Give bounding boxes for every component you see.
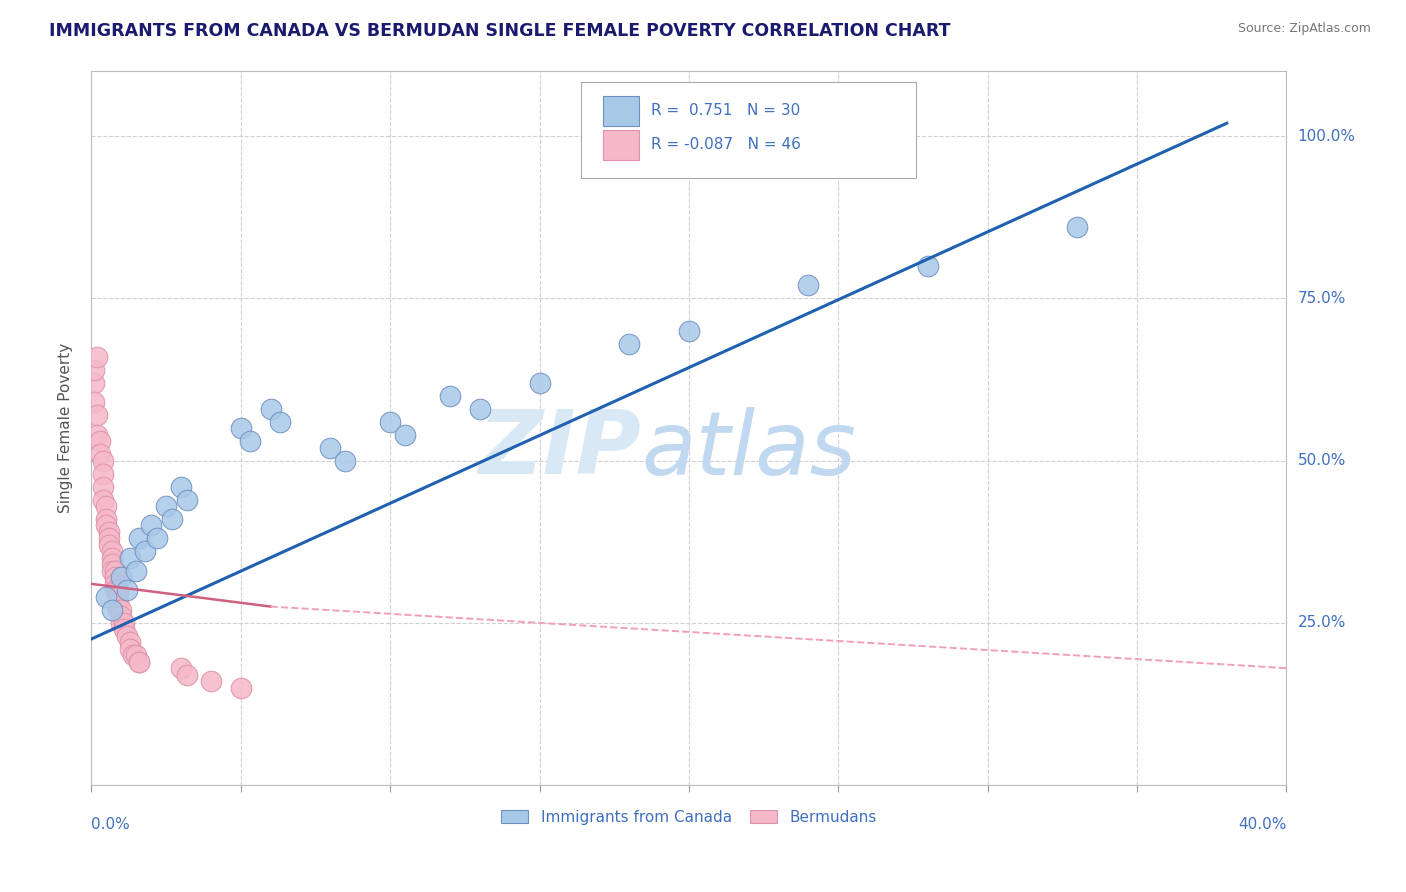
Point [120, 635, 142, 649]
Point [98, 538, 121, 552]
Point [155, 499, 177, 513]
Point [93, 492, 115, 507]
Text: IMMIGRANTS FROM CANADA VS BERMUDAN SINGLE FEMALE POVERTY CORRELATION CHART: IMMIGRANTS FROM CANADA VS BERMUDAN SINGL… [49, 22, 950, 40]
Point [259, 401, 281, 416]
Point [89, 434, 111, 449]
Point [229, 681, 252, 695]
Point [86, 350, 108, 364]
Point [104, 564, 127, 578]
Point [678, 324, 700, 338]
Point [101, 544, 124, 558]
Text: 100.0%: 100.0% [1298, 128, 1355, 144]
Point [1066, 220, 1088, 235]
Point [319, 441, 342, 455]
FancyBboxPatch shape [582, 82, 917, 178]
Point [83, 376, 105, 390]
Point [229, 421, 252, 435]
Point [104, 570, 127, 584]
Point [93, 479, 115, 493]
Point [115, 629, 138, 643]
Point [141, 518, 163, 533]
Point [112, 615, 135, 630]
Point [239, 434, 262, 449]
Point [93, 453, 115, 467]
Point [122, 648, 145, 663]
Text: 50.0%: 50.0% [1298, 453, 1346, 468]
Point [96, 512, 118, 526]
Point [101, 558, 124, 572]
Text: 75.0%: 75.0% [1298, 291, 1346, 306]
Point [96, 590, 118, 604]
Point [917, 259, 939, 273]
Point [110, 615, 132, 630]
Point [110, 603, 132, 617]
Legend: Immigrants from Canada, Bermudans: Immigrants from Canada, Bermudans [495, 804, 883, 830]
Point [619, 336, 641, 351]
Point [170, 661, 193, 675]
Point [86, 408, 108, 422]
Point [128, 532, 150, 546]
Point [128, 655, 150, 669]
Text: Source: ZipAtlas.com: Source: ZipAtlas.com [1237, 22, 1371, 36]
Point [128, 655, 150, 669]
Point [98, 532, 121, 546]
Point [439, 389, 461, 403]
FancyBboxPatch shape [603, 95, 638, 126]
Point [125, 648, 148, 663]
Point [394, 427, 416, 442]
Point [110, 609, 132, 624]
Point [101, 550, 124, 565]
Point [101, 603, 124, 617]
Point [89, 447, 111, 461]
Point [107, 590, 129, 604]
Point [110, 570, 132, 584]
Point [120, 641, 142, 656]
Point [96, 518, 118, 533]
Point [176, 667, 198, 681]
Point [380, 415, 402, 429]
Point [125, 564, 148, 578]
Point [120, 550, 142, 565]
Point [176, 492, 198, 507]
Point [107, 596, 129, 610]
Text: atlas: atlas [641, 407, 856, 492]
Point [104, 577, 127, 591]
Text: R = -0.087   N = 46: R = -0.087 N = 46 [651, 137, 800, 153]
Point [468, 401, 491, 416]
Point [170, 479, 193, 493]
Point [529, 376, 551, 390]
Point [797, 278, 820, 293]
Point [83, 363, 105, 377]
Point [200, 674, 222, 689]
Point [86, 427, 108, 442]
Point [83, 395, 105, 409]
Point [93, 467, 115, 481]
Point [134, 544, 156, 558]
Text: ZIP: ZIP [478, 406, 641, 493]
FancyBboxPatch shape [603, 130, 638, 160]
Text: 0.0%: 0.0% [91, 817, 131, 832]
Point [112, 622, 135, 636]
Y-axis label: Single Female Poverty: Single Female Poverty [58, 343, 73, 513]
Point [96, 499, 118, 513]
Point [104, 583, 127, 598]
Point [107, 603, 129, 617]
Text: 40.0%: 40.0% [1239, 817, 1286, 832]
Point [115, 583, 138, 598]
Point [160, 512, 183, 526]
Point [101, 564, 124, 578]
Point [98, 524, 121, 539]
Point [269, 415, 291, 429]
Point [146, 532, 169, 546]
Text: 25.0%: 25.0% [1298, 615, 1346, 631]
Point [335, 453, 357, 467]
Point [107, 583, 129, 598]
Text: R =  0.751   N = 30: R = 0.751 N = 30 [651, 103, 800, 118]
